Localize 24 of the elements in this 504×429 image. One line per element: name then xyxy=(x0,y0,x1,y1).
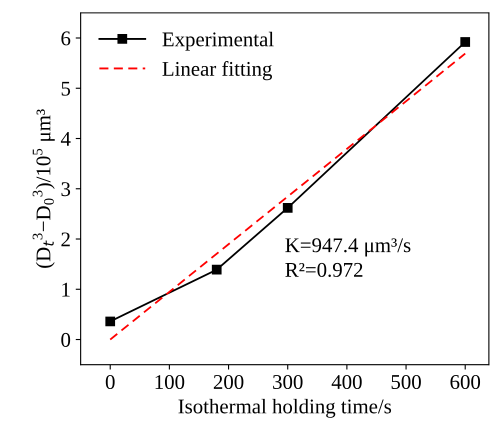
point xyxy=(282,202,293,213)
annotation: R²=0.972 xyxy=(285,262,362,277)
x-tick-label: 300 xyxy=(273,374,303,390)
legend-label: Experimental xyxy=(162,32,274,51)
y-tick-label: 4 xyxy=(60,132,71,146)
y-tick-label: 5 xyxy=(62,82,70,96)
legend-label: Linear fitting xyxy=(162,61,272,80)
y-tick-label: 1 xyxy=(62,282,70,296)
point xyxy=(460,37,470,47)
annotation: K=947.4 μm³/s xyxy=(285,238,410,257)
x-tick-label: 500 xyxy=(392,374,421,390)
point xyxy=(212,264,222,275)
x-axis-title: Isothermal holding time/s xyxy=(178,398,392,418)
x-tick-label: 200 xyxy=(214,374,244,390)
x-tick-label: 0 xyxy=(106,374,115,390)
x-tick-label: 400 xyxy=(332,374,362,390)
y-tick-label: 0 xyxy=(61,332,70,347)
y-tick-label: 2 xyxy=(61,232,70,246)
point xyxy=(105,316,116,326)
text: (D$_{t}$$^{3}$−D$_{0}$$^{3}$)/10$^{5}$ μm³ xyxy=(32,109,55,268)
x-tick-label: 100 xyxy=(156,374,184,390)
x-tick-label: 600 xyxy=(450,374,480,390)
y-tick-label: 3 xyxy=(61,182,70,196)
y-tick-label: 6 xyxy=(61,31,70,46)
